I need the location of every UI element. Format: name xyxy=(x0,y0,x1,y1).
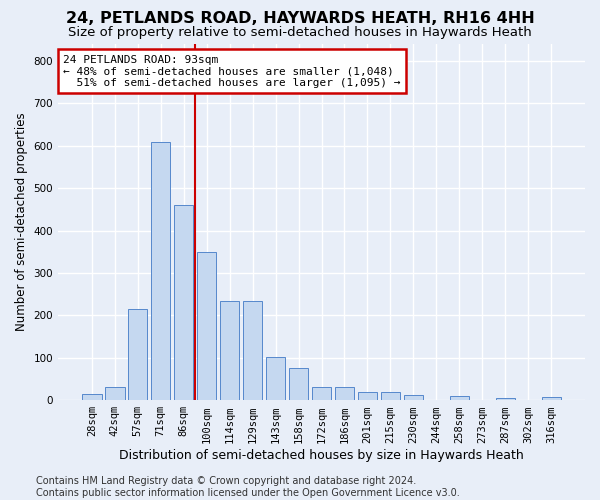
Y-axis label: Number of semi-detached properties: Number of semi-detached properties xyxy=(15,113,28,332)
Bar xyxy=(266,357,286,400)
Bar xyxy=(312,388,331,400)
Bar xyxy=(496,398,515,400)
Bar xyxy=(105,386,125,400)
Bar xyxy=(197,252,217,400)
Bar xyxy=(128,309,148,400)
Bar xyxy=(358,392,377,400)
Text: 24 PETLANDS ROAD: 93sqm
← 48% of semi-detached houses are smaller (1,048)
  51% : 24 PETLANDS ROAD: 93sqm ← 48% of semi-de… xyxy=(64,54,401,88)
Text: Size of property relative to semi-detached houses in Haywards Heath: Size of property relative to semi-detach… xyxy=(68,26,532,39)
Bar xyxy=(449,396,469,400)
Bar xyxy=(220,300,239,400)
Bar xyxy=(380,392,400,400)
Bar xyxy=(243,300,262,400)
Bar xyxy=(542,397,561,400)
Bar xyxy=(151,142,170,400)
Text: Contains HM Land Registry data © Crown copyright and database right 2024.
Contai: Contains HM Land Registry data © Crown c… xyxy=(36,476,460,498)
X-axis label: Distribution of semi-detached houses by size in Haywards Heath: Distribution of semi-detached houses by … xyxy=(119,450,524,462)
Bar xyxy=(174,205,193,400)
Bar xyxy=(289,368,308,400)
Text: 24, PETLANDS ROAD, HAYWARDS HEATH, RH16 4HH: 24, PETLANDS ROAD, HAYWARDS HEATH, RH16 … xyxy=(65,11,535,26)
Bar xyxy=(335,388,354,400)
Bar xyxy=(404,395,423,400)
Bar xyxy=(82,394,101,400)
